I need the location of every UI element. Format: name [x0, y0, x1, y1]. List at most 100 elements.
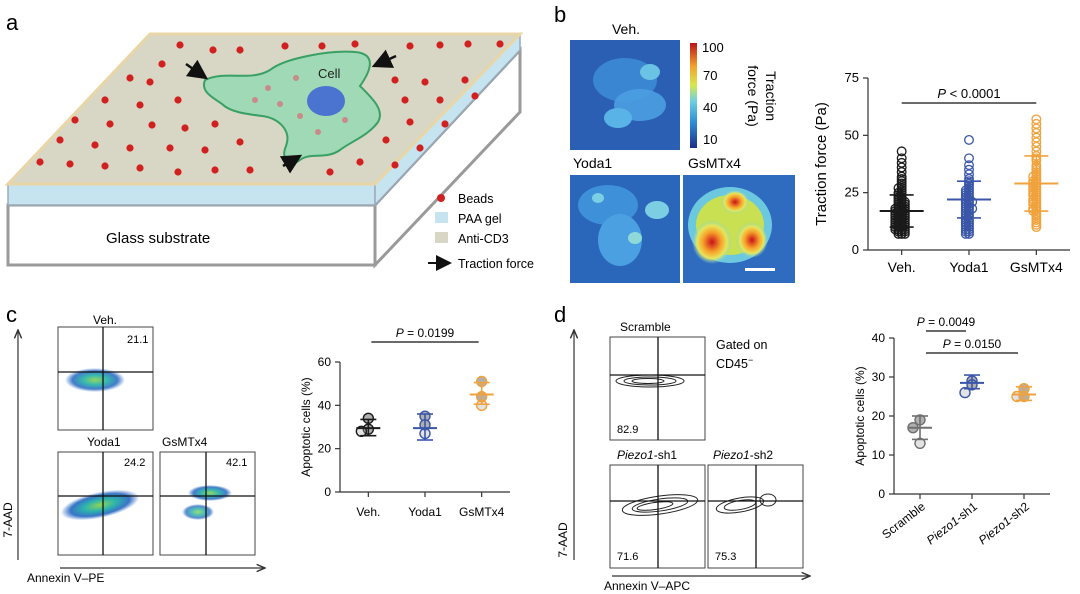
p-value-label: P = 0.0199 [396, 326, 455, 340]
bead [441, 120, 449, 128]
bead [406, 118, 414, 126]
bead [382, 136, 390, 144]
bead [158, 60, 166, 68]
map-title-yoda: Yoda1 [573, 155, 612, 171]
flow-value-scramble: 82.9 [617, 424, 638, 436]
bead [236, 46, 244, 54]
bead [174, 96, 182, 104]
data-point [1031, 222, 1042, 233]
data-point [960, 228, 971, 239]
cell-nucleus [307, 86, 345, 116]
bead [166, 144, 174, 152]
data-point [964, 228, 974, 239]
bead-under-cell [265, 85, 271, 91]
bead [146, 78, 154, 86]
bead [351, 40, 359, 48]
y-tick-label: 10 [872, 448, 886, 462]
bead [356, 158, 364, 166]
cell-body [202, 50, 381, 165]
flow-value-yoda: 24.2 [124, 457, 145, 469]
legend-bead-icon [437, 194, 445, 202]
bead [401, 96, 409, 104]
bead [174, 168, 182, 176]
traction-arrow-2 [371, 49, 397, 68]
bead [406, 42, 414, 50]
flow-title-yoda: Yoda1 [87, 435, 121, 449]
y-tick-label: 25 [845, 185, 859, 200]
bead [318, 42, 326, 50]
p-value-label: P < 0.0001 [937, 86, 1000, 101]
x-tick-label: Scramble [879, 499, 928, 541]
bead [136, 101, 144, 109]
bead [421, 78, 429, 86]
x-tick-label: GsMTx4 [459, 505, 505, 519]
bead [281, 42, 289, 50]
colorbar: 100 70 40 10 Traction force (Pa) [690, 40, 779, 148]
panel-b-label: b [554, 2, 566, 27]
bead-under-cell [293, 75, 299, 81]
colorbar-title-1: Traction [763, 71, 779, 121]
bead [36, 158, 44, 166]
y-tick-label: 50 [845, 127, 859, 142]
bead-under-cell [252, 97, 258, 103]
traction-map-veh [570, 40, 680, 150]
y-tick-label: 20 [872, 409, 886, 423]
x-tick-label: Piezo1-sh2 [976, 499, 1032, 547]
substrate-diagram: Cell Glass substrate [4, 32, 524, 269]
bead [91, 141, 99, 149]
gated-label-2: CD45− [716, 355, 753, 371]
bead [106, 120, 114, 128]
flow-title-scramble: Scramble [620, 320, 671, 334]
traction-arrow-1 [185, 59, 209, 80]
legend-anti-swatch [435, 232, 448, 243]
legend-paa-swatch [435, 212, 448, 223]
bead [496, 40, 504, 48]
bead [436, 96, 444, 104]
flow-title-sh1: Piezo1-sh1 [617, 448, 677, 462]
bead [391, 161, 399, 169]
data-point [964, 134, 974, 145]
bead [148, 121, 156, 129]
flow-title-gsm: GsMTx4 [162, 435, 208, 449]
x-tick-label: Yoda1 [408, 505, 442, 519]
traction-map-gsm [683, 175, 795, 283]
bead-under-cell [297, 113, 303, 119]
flow-value-veh: 21.1 [127, 334, 148, 346]
data-point [899, 228, 910, 239]
x-tick-label: Yoda1 [949, 259, 988, 275]
y-tick-label: 0 [852, 242, 859, 257]
flow-title-sh2: Piezo1-sh2 [713, 448, 773, 462]
gated-label-1: Gated on [716, 338, 767, 352]
y-tick-label: 20 [318, 442, 332, 456]
map-title-gsm: GsMTx4 [688, 155, 741, 171]
traction-map-yoda [570, 175, 680, 283]
flow-value-sh2: 75.3 [715, 551, 736, 563]
bead [471, 92, 479, 100]
legend-force: Traction force [458, 257, 534, 271]
legend-paa: PAA gel [458, 212, 502, 226]
data-point [896, 228, 907, 239]
axis-label-annexin-pe: Annexin V–PE [27, 571, 104, 585]
data-point [964, 153, 974, 164]
panel-a-label: a [6, 10, 19, 35]
data-point [896, 146, 907, 157]
legend-beads: Beads [458, 192, 493, 206]
cell-label: Cell [318, 66, 341, 81]
y-axis-label: Apoptotic cells (%) [853, 366, 867, 465]
flow-value-gsm: 42.1 [226, 457, 247, 469]
flow-value-sh1: 71.6 [617, 551, 638, 563]
bead [176, 41, 184, 49]
data-point [893, 228, 904, 239]
panel-c-label: c [6, 302, 17, 327]
axis-label-annexin-apc: Annexin V–APC [604, 579, 690, 593]
bead [211, 166, 219, 174]
bead [126, 144, 134, 152]
traction-arrow-3 [279, 154, 303, 174]
bead [236, 138, 244, 146]
axis-label-7aad-d: 7-AAD [556, 522, 570, 558]
bead-under-cell [277, 101, 283, 107]
y-tick-label: 30 [872, 370, 886, 384]
legend-anti: Anti-CD3 [458, 232, 509, 246]
